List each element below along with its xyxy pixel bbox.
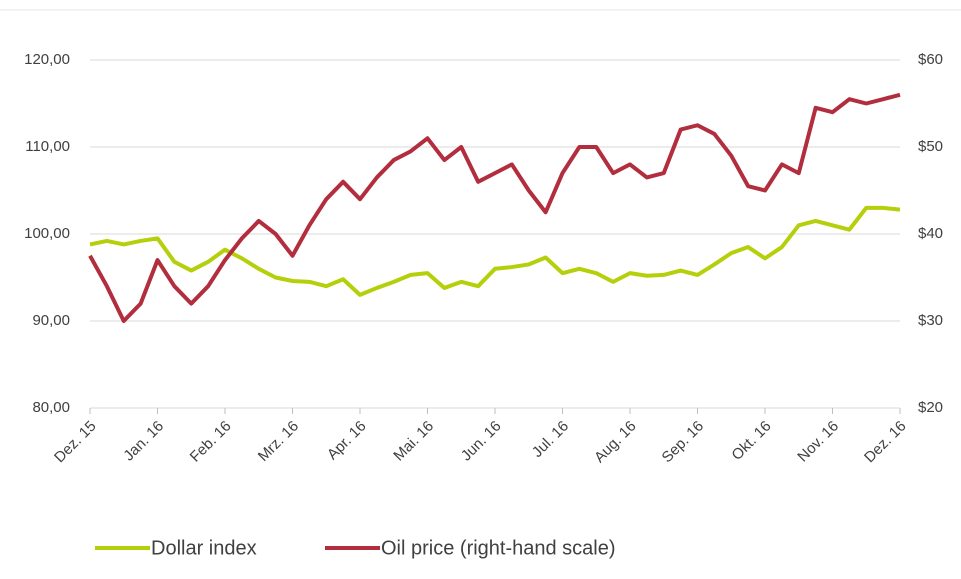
x-tick-label: Dez. 16 xyxy=(861,418,910,467)
legend-label: Oil price (right-hand scale) xyxy=(381,537,616,559)
series-line xyxy=(89,205,901,297)
y2-tick-label: $40 xyxy=(918,225,943,242)
x-tick-label: Apr. 16 xyxy=(324,418,370,464)
x-tick-label: Jul. 16 xyxy=(529,418,572,461)
x-tick-label: Jan. 16 xyxy=(120,418,167,465)
y-tick-label: 90,00 xyxy=(32,312,70,329)
y-tick-label: 100,00 xyxy=(24,225,70,242)
x-tick-label: Feb. 16 xyxy=(187,418,235,466)
y2-tick-label: $50 xyxy=(918,138,943,155)
x-tick-label: Okt. 16 xyxy=(728,418,774,464)
y2-tick-label: $30 xyxy=(918,312,943,329)
y-tick-label: 120,00 xyxy=(24,51,70,68)
series-line xyxy=(88,92,901,323)
x-tick-label: Mai. 16 xyxy=(390,418,437,465)
x-tick-label: Jun. 16 xyxy=(458,418,505,465)
y2-tick-label: $60 xyxy=(918,51,943,68)
x-tick-label: Sep. 16 xyxy=(659,418,708,467)
y-tick-label: 80,00 xyxy=(32,399,70,416)
y-tick-label: 110,00 xyxy=(25,138,70,155)
x-tick-label: Nov. 16 xyxy=(794,418,842,466)
x-tick-label: Mrz. 16 xyxy=(255,418,302,465)
x-tick-label: Aug. 16 xyxy=(591,418,640,467)
x-tick-label: Dez. 15 xyxy=(51,418,100,467)
legend-label: Dollar index xyxy=(151,537,257,559)
y2-tick-label: $20 xyxy=(918,399,943,416)
